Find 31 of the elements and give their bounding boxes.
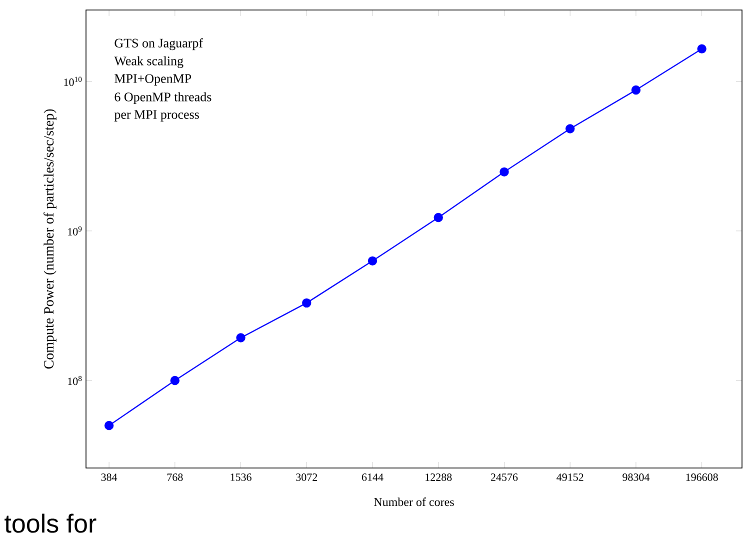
- point: [697, 44, 706, 54]
- annotation: Weak scaling: [114, 56, 184, 68]
- x-tick-label: 98304: [622, 474, 650, 481]
- point: [368, 256, 378, 266]
- x-tick-label: 196608: [686, 474, 718, 481]
- x-tick-label: 12288: [426, 474, 452, 481]
- x-tick-label: 1536: [230, 474, 252, 481]
- x-tick-label: 3072: [296, 474, 318, 481]
- annotation: per MPI process: [114, 110, 199, 122]
- x-tick-label: 384: [101, 474, 118, 481]
- y-tick-label: 10$^{9}$: [68, 226, 82, 236]
- annotation: 6 OpenMP threads: [114, 92, 212, 104]
- point: [236, 333, 246, 342]
- x-tick-label: 24576: [490, 474, 518, 481]
- x-tick-label: 768: [167, 474, 183, 481]
- x-tick-label: 6144: [362, 474, 384, 481]
- y-axis-title: Compute Power (number of particles/sec/step): [44, 109, 56, 369]
- point: [170, 376, 180, 386]
- point: [302, 298, 312, 308]
- point: [500, 167, 509, 177]
- annotation: GTS on Jaguarpf: [114, 38, 204, 50]
- point: [631, 85, 641, 95]
- x-axis-title: Number of cores: [374, 498, 454, 506]
- point: [434, 212, 443, 222]
- point: [566, 124, 575, 134]
- text: tools for: [4, 514, 96, 533]
- y-tick-label: 10$^{8}$: [68, 376, 82, 386]
- annotation: MPI+OpenMP: [114, 74, 192, 86]
- point: [104, 420, 114, 430]
- y-tick-label: 10$^{10}$: [64, 76, 82, 86]
- x-tick-label: 49152: [556, 474, 584, 481]
